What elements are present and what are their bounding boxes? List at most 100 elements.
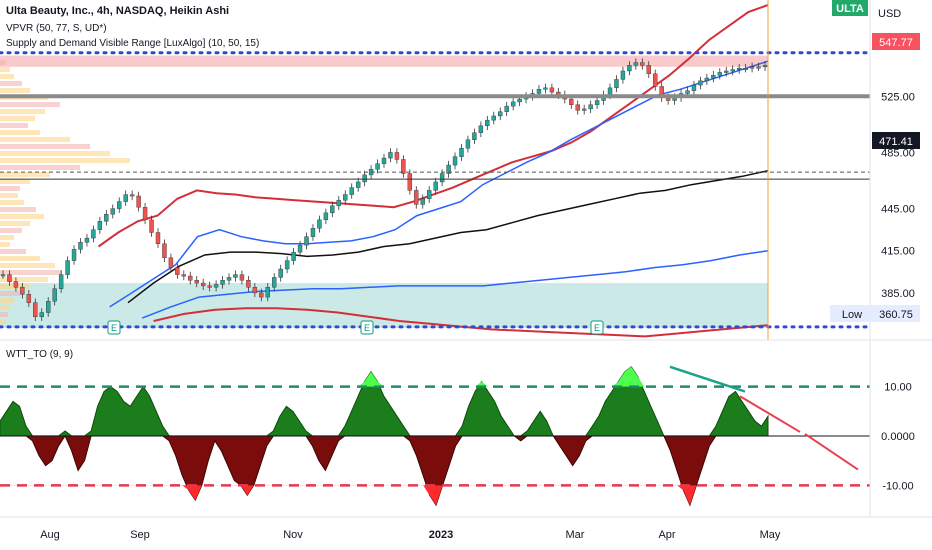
volume-profile-bar — [0, 319, 6, 324]
volume-profile-bar — [0, 193, 18, 198]
candle — [452, 152, 458, 170]
candle — [543, 83, 548, 94]
candle — [401, 155, 406, 178]
candle — [375, 159, 380, 174]
candle-body — [685, 90, 690, 94]
supply-zone — [0, 55, 768, 67]
candle-body — [310, 228, 316, 237]
candle — [627, 61, 632, 76]
candle — [362, 170, 367, 187]
candle-body — [343, 194, 348, 201]
candle-body — [97, 221, 103, 230]
candle — [446, 160, 451, 178]
candle — [233, 270, 238, 282]
candle-body — [259, 292, 264, 298]
candle — [381, 153, 387, 168]
candle-body — [239, 274, 245, 281]
volume-profile-bar — [0, 158, 130, 163]
candle — [504, 101, 509, 116]
candle-body — [129, 194, 135, 197]
candle-body — [330, 205, 335, 214]
divergence-line-red — [739, 395, 801, 433]
candle — [711, 71, 716, 83]
earnings-marker-dec[interactable]: E — [360, 320, 374, 335]
candle-body — [446, 164, 451, 174]
indicator-vpvr-label[interactable]: VPVR (50, 77, S, UD*) — [6, 23, 107, 34]
candle — [330, 201, 335, 218]
candle — [304, 232, 309, 250]
volume-profile-bar — [0, 151, 110, 156]
ticker-badge[interactable]: ULTA — [836, 3, 864, 15]
earnings-marker-mar[interactable]: E — [590, 320, 604, 335]
candle-body — [375, 163, 380, 170]
volume-profile-bar — [0, 144, 90, 149]
time-tick-label: Apr — [658, 529, 675, 541]
candle-body — [510, 101, 516, 107]
candle — [491, 111, 496, 125]
candle-body — [149, 219, 154, 233]
volume-profile-bar — [0, 270, 62, 275]
candle — [104, 210, 109, 226]
earnings-marker-aug[interactable]: E — [107, 320, 121, 335]
price-scale[interactable]: 385.00 415.00 445.00 485.00 525.00 10.00 0.000… — [881, 91, 915, 492]
candle-body — [226, 277, 232, 281]
oscillator-tick-label: 0.0000 — [881, 431, 915, 443]
candle — [465, 135, 471, 153]
volume-profile-bar — [0, 256, 40, 261]
indicator-sd-label[interactable]: Supply and Demand Visible Range [LuxAlgo… — [6, 38, 259, 49]
candle-body — [536, 89, 542, 94]
time-tick-label: Mar — [566, 529, 585, 541]
candle — [213, 280, 219, 292]
candle — [549, 83, 555, 97]
candle-body — [142, 207, 148, 221]
candle — [498, 107, 503, 121]
price-tick-label: 385.00 — [881, 288, 915, 300]
candle — [588, 100, 593, 114]
candle-body — [756, 66, 761, 69]
candle — [26, 290, 32, 307]
candle-body — [478, 125, 484, 133]
candle-body — [594, 100, 600, 105]
candle — [220, 276, 225, 289]
currency-label: USD — [878, 8, 901, 20]
volume-profile-bar — [0, 186, 20, 191]
candle — [297, 240, 303, 257]
candle — [478, 121, 484, 137]
candle — [724, 66, 729, 77]
candle-body — [491, 115, 496, 121]
low-tag-bg — [830, 305, 920, 322]
time-axis[interactable]: Aug Sep Nov 2023 Mar Apr May — [40, 529, 781, 541]
candle-body — [485, 119, 490, 126]
candle-body — [20, 287, 25, 295]
candle — [142, 203, 148, 225]
volume-profile-bar — [0, 298, 14, 303]
candle — [188, 271, 193, 285]
candle — [510, 97, 516, 111]
candle — [323, 208, 329, 225]
candle — [291, 247, 296, 265]
candle — [91, 225, 96, 243]
candle — [207, 281, 212, 292]
candle — [265, 283, 270, 302]
candle — [420, 194, 425, 209]
candle-body — [188, 275, 193, 281]
candle — [691, 80, 697, 95]
candle-body — [136, 195, 141, 208]
candle-body — [7, 274, 12, 282]
candle-body — [633, 62, 639, 66]
candle-body — [498, 111, 503, 117]
chart-title[interactable]: Ulta Beauty, Inc., 4h, NASDAQ, Heikin As… — [6, 5, 229, 17]
low-tag-value: 360.75 — [879, 309, 913, 321]
candle — [200, 278, 206, 291]
candle — [407, 169, 413, 195]
candle — [614, 75, 619, 93]
earnings-marker-label: E — [364, 323, 370, 333]
candle-body — [304, 236, 309, 246]
oscillator-label[interactable]: WTT_TO (9, 9) — [6, 349, 73, 360]
candle — [162, 239, 167, 262]
candle-body — [653, 73, 658, 87]
candle-body — [588, 104, 593, 110]
candle — [226, 273, 232, 285]
volume-profile-bar — [0, 214, 44, 219]
